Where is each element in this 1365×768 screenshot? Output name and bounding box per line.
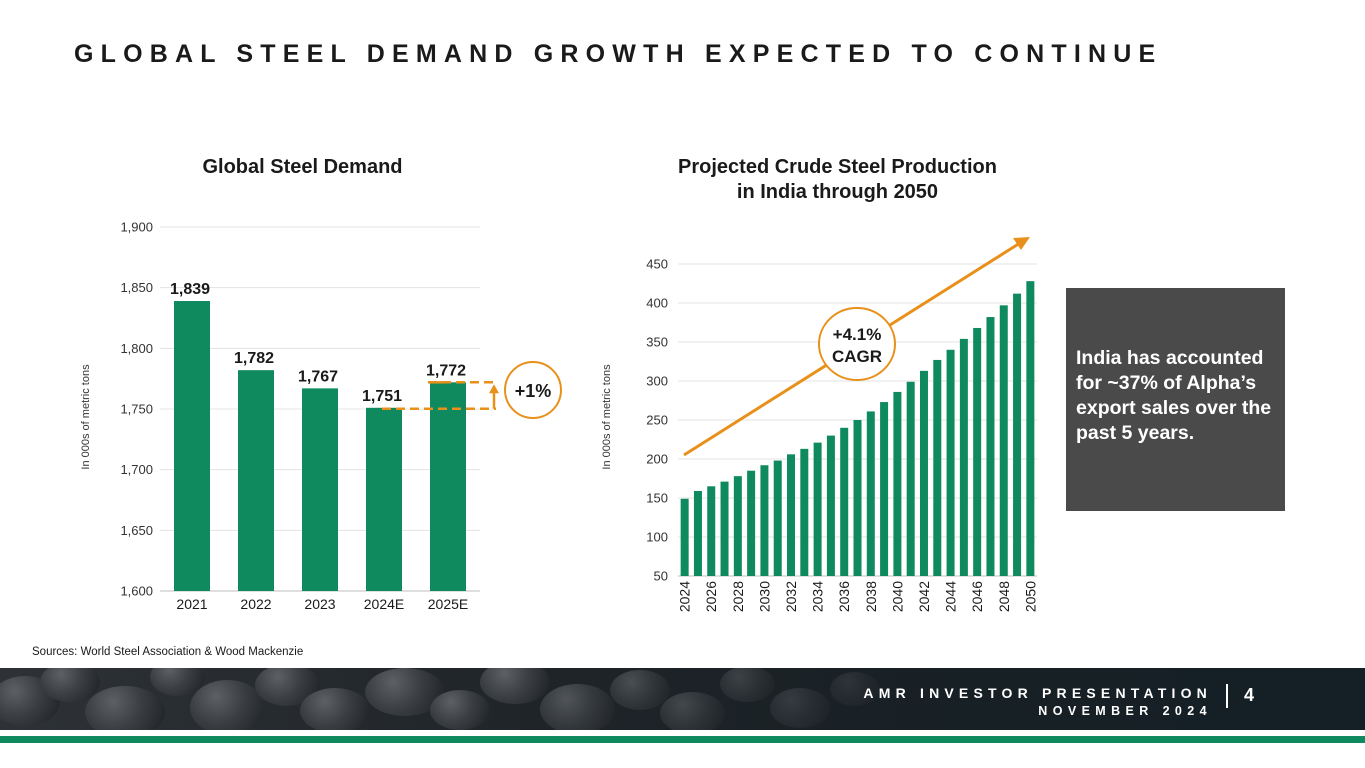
- right-xtick-label: 2026: [703, 581, 719, 612]
- right-ytick-label: 50: [654, 569, 668, 584]
- footer-brand-text: AMR INVESTOR PRESENTATION: [863, 685, 1212, 701]
- right-xtick-label: 2048: [996, 581, 1012, 612]
- right-bar-2044: [946, 349, 955, 576]
- right-bar-2045: [959, 338, 968, 576]
- left-data-label: 1,839: [170, 281, 210, 298]
- right-ytick-label: 200: [646, 452, 668, 467]
- left-data-label: 1,767: [298, 368, 338, 385]
- page-number: 4: [1244, 685, 1255, 705]
- right-xtick-label: 2032: [783, 581, 799, 612]
- right-xtick-label: 2050: [1022, 581, 1038, 612]
- left-ytick-label: 1,900: [120, 220, 153, 235]
- right-xtick-label: 2030: [756, 581, 772, 612]
- sources-note: Sources: World Steel Association & Wood …: [32, 646, 304, 658]
- left-ytick-label: 1,750: [120, 402, 153, 417]
- right-bar-2028: [733, 476, 742, 576]
- right-bar-2029: [747, 470, 756, 576]
- right-xtick-label: 2042: [916, 581, 932, 612]
- left-xtick-label: 2024E: [364, 596, 404, 612]
- footer-white-stripe: [0, 730, 1365, 736]
- left-bar-2023: [302, 388, 338, 591]
- left-xtick-label: 2022: [240, 596, 271, 612]
- left-bar-2024E: [366, 407, 402, 591]
- footer-date: NOVEMBER 2024: [1038, 704, 1212, 718]
- left-ytick-label: 1,800: [120, 341, 153, 356]
- right-ytick-label: 300: [646, 374, 668, 389]
- right-cagr-value: +4.1%: [833, 325, 882, 344]
- footer-coal-banner: [0, 668, 1365, 730]
- left-growth-arrow-head: [489, 384, 499, 394]
- footer-brand: AMR INVESTOR PRESENTATION NOVEMBER 2024: [863, 684, 1212, 720]
- right-bar-2027: [720, 481, 729, 576]
- left-ytick-label: 1,600: [120, 584, 153, 599]
- right-xtick-label: 2024: [677, 581, 693, 612]
- right-bar-2031: [773, 460, 782, 576]
- right-bar-2035: [826, 435, 835, 576]
- left-bar-2022: [238, 370, 274, 591]
- right-xtick-label: 2046: [969, 581, 985, 612]
- slide-title: GLOBAL STEEL DEMAND GROWTH EXPECTED TO C…: [74, 40, 1163, 68]
- left-bar-2025E: [430, 382, 466, 591]
- right-bar-2039: [880, 402, 889, 576]
- left-ytick-label: 1,700: [120, 462, 153, 477]
- right-cagr-ellipse: [818, 307, 896, 381]
- left-growth-circle: [504, 361, 562, 419]
- left-xtick-label: 2023: [304, 596, 335, 612]
- right-ytick-label: 250: [646, 413, 668, 428]
- left-xtick-label: 2025E: [428, 596, 468, 612]
- india-callout-text: India has accounted for ~37% of Alpha’s …: [1076, 347, 1272, 444]
- left-data-label: 1,772: [426, 362, 466, 379]
- left-xtick-label: 2021: [176, 596, 207, 612]
- left-bar-2021: [174, 301, 210, 591]
- right-xtick-label: 2034: [810, 581, 826, 612]
- right-bar-2040: [893, 391, 902, 576]
- right-bar-2046: [973, 327, 982, 576]
- right-bar-2036: [840, 427, 849, 576]
- footer-divider: [1226, 684, 1228, 708]
- right-xtick-label: 2040: [889, 581, 905, 612]
- right-bar-2030: [760, 465, 769, 576]
- left-growth-label: +1%: [515, 381, 552, 401]
- left-chart-title: Global Steel Demand: [202, 156, 403, 178]
- right-bar-2047: [986, 317, 995, 576]
- footer-green-stripe: [0, 736, 1365, 743]
- right-ytick-label: 350: [646, 335, 668, 350]
- right-cagr-label: CAGR: [832, 347, 882, 366]
- right-chart-title: Projected Crude Steel Production in India…: [678, 156, 997, 203]
- right-ytick-label: 450: [646, 257, 668, 272]
- right-bar-2033: [800, 448, 809, 576]
- right-xtick-label: 2044: [943, 581, 959, 612]
- right-xtick-label: 2038: [863, 581, 879, 612]
- right-bar-2042: [919, 370, 928, 576]
- charts-canvas: 1,600 1,650 1,700 1,750 1,800 1,850 1,900 In 00…: [80, 220, 1038, 613]
- right-trend-arrow-head: [1013, 237, 1030, 250]
- india-callout-box: India has accounted for ~37% of Alpha’s …: [1066, 288, 1285, 511]
- right-ytick-label: 150: [646, 491, 668, 506]
- right-bar-2032: [787, 454, 796, 576]
- left-data-label: 1,751: [362, 388, 402, 405]
- right-ylabel: In 000s of metric tons: [601, 364, 613, 470]
- right-bar-2037: [853, 420, 862, 576]
- right-xtick-label: 2036: [836, 581, 852, 612]
- right-bar-2049: [1013, 293, 1022, 576]
- right-ytick-label: 400: [646, 296, 668, 311]
- left-ytick-label: 1,650: [120, 523, 153, 538]
- left-ytick-label: 1,850: [120, 280, 153, 295]
- right-bar-2048: [999, 305, 1008, 576]
- right-bar-2034: [813, 442, 822, 576]
- left-ylabel: In 000s of metric tons: [80, 364, 92, 470]
- right-bar-2050: [1026, 281, 1035, 576]
- right-xtick-label: 2028: [730, 581, 746, 612]
- right-bar-2026: [707, 486, 716, 576]
- right-bar-2043: [933, 359, 942, 576]
- right-bar-2024: [680, 498, 689, 576]
- left-data-label: 1,782: [234, 350, 274, 367]
- right-bar-2038: [866, 411, 875, 576]
- right-ytick-label: 100: [646, 530, 668, 545]
- right-bar-2025: [693, 490, 702, 576]
- right-bar-2041: [906, 381, 915, 576]
